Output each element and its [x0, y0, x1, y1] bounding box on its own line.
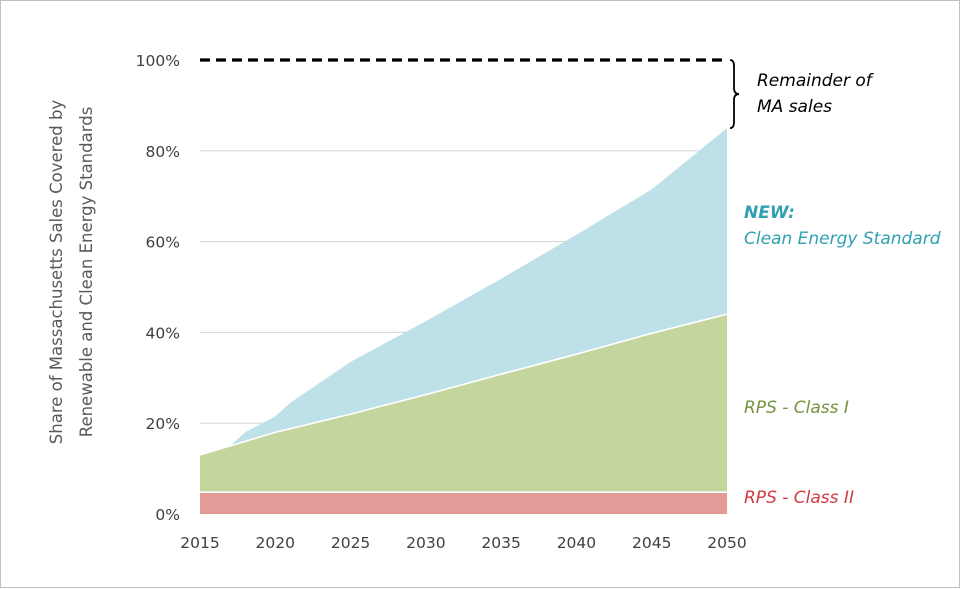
x-tick-label-2025: 2025 — [331, 534, 370, 552]
y-tick-label-0: 0% — [155, 506, 180, 524]
line-rps-class-1-top — [199, 313, 728, 456]
x-tick-label-2035: 2035 — [481, 534, 520, 552]
x-tick-label-2045: 2045 — [632, 534, 671, 552]
y-axis-label: Share of Massachusetts Sales Covered by R… — [47, 100, 96, 445]
y-tick-label-20: 20% — [146, 415, 180, 433]
remainder-label-line-1: Remainder of — [757, 71, 875, 91]
label-clean-energy-standard: Clean Energy Standard — [744, 229, 941, 249]
x-tick-label-2040: 2040 — [557, 534, 596, 552]
area-series — [199, 128, 728, 514]
area-rps-class-1 — [200, 314, 727, 493]
x-tick-label-2015: 2015 — [180, 534, 219, 552]
y-tick-label-40: 40% — [146, 324, 180, 342]
y-axis-label-group: Share of Massachusetts Sales Covered by R… — [47, 100, 96, 445]
x-tick-labels: 2015 2020 2025 2030 2035 2040 2045 2050 — [180, 534, 746, 552]
remainder-brace — [729, 59, 740, 129]
label-rps-class-2: RPS - Class II — [744, 488, 854, 508]
x-tick-label-2020: 2020 — [256, 534, 295, 552]
series-labels: NEW: Clean Energy Standard RPS - Class I RP… — [744, 203, 941, 508]
y-tick-labels: 0% 20% 40% 60% 80% 100% — [136, 52, 180, 524]
remainder-annotation: Remainder of MA sales — [729, 59, 875, 129]
label-rps-class-1: RPS - Class I — [744, 398, 849, 418]
area-rps-class-2 — [200, 492, 727, 514]
remainder-label-line-2: MA sales — [757, 97, 832, 117]
y-tick-label-80: 80% — [146, 143, 180, 161]
x-tick-label-2050: 2050 — [707, 534, 746, 552]
y-axis-label-line-2: Renewable and Clean Energy Standards — [77, 107, 96, 438]
y-axis-label-line-1: Share of Massachusetts Sales Covered by — [47, 100, 66, 445]
area-clean-energy-standard — [230, 128, 727, 446]
label-new-prefix: NEW: — [744, 203, 795, 223]
y-tick-label-100: 100% — [136, 52, 180, 70]
y-tick-label-60: 60% — [146, 234, 180, 252]
x-tick-label-2030: 2030 — [406, 534, 445, 552]
